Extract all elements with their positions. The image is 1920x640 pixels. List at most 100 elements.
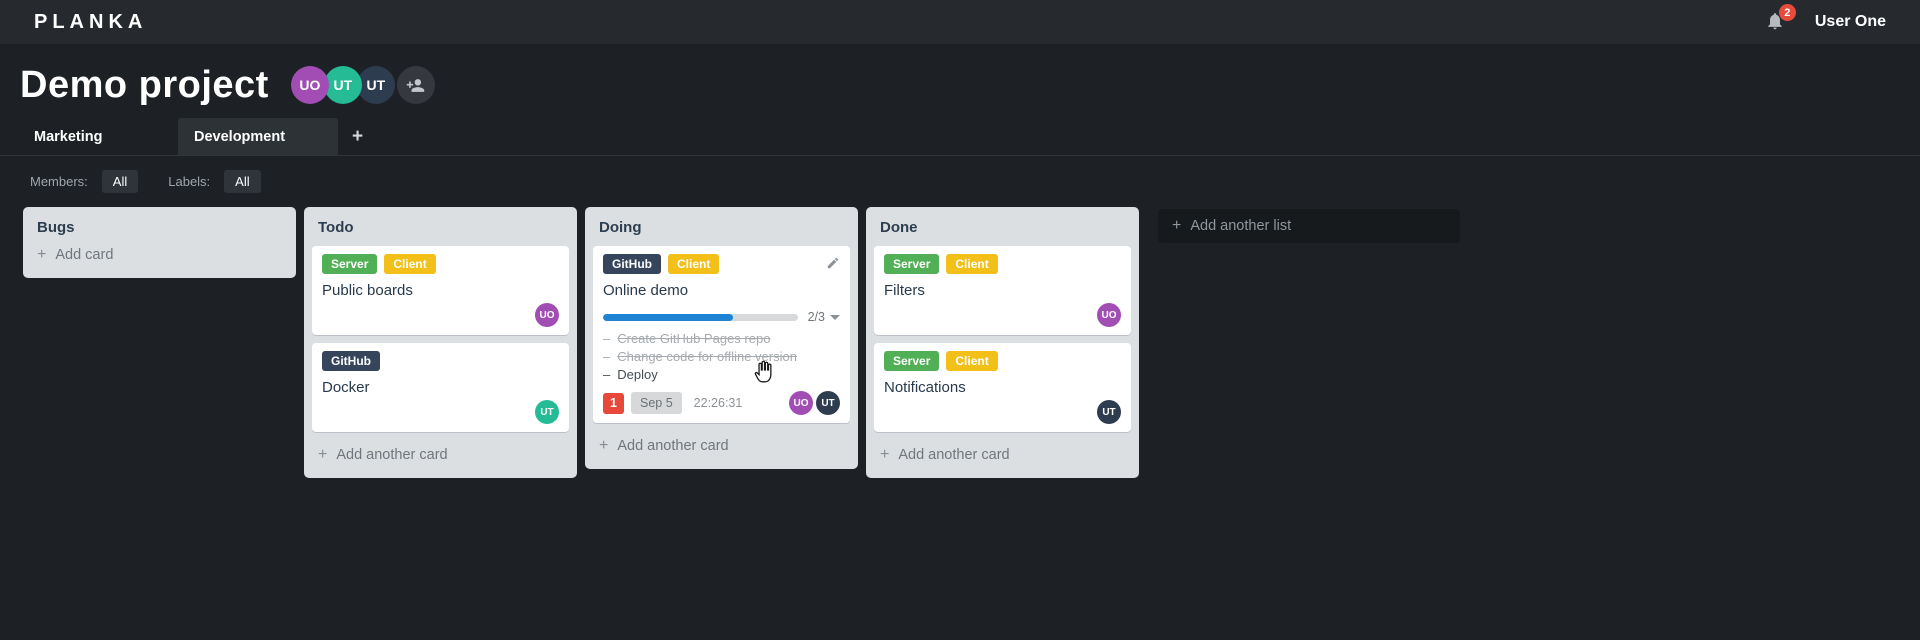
avatar[interactable]: UT: [356, 66, 395, 104]
board-lists: Bugs + Add card Todo Server Client Public boar…: [23, 207, 1147, 478]
labels-filter-value[interactable]: All: [224, 170, 261, 193]
task-text: Change code for offline version: [617, 349, 797, 364]
card-footer: 1 Sep 5 22:26:31 UO UT: [603, 391, 840, 415]
labels-filter: Labels: All: [168, 170, 261, 193]
user-menu[interactable]: User One: [1814, 13, 1886, 30]
avatar[interactable]: UO: [789, 391, 813, 415]
card-title: Online demo: [603, 282, 689, 299]
app-logo[interactable]: PLANKA: [34, 10, 148, 33]
list: Bugs + Add card: [23, 207, 296, 278]
list: Todo Server Client Public boards UO GitHub Doc…: [304, 207, 577, 478]
avatar[interactable]: UO: [535, 303, 559, 327]
add-member-button[interactable]: [396, 66, 435, 104]
avatar[interactable]: UT: [535, 400, 559, 424]
card-label[interactable]: GitHub: [322, 351, 380, 371]
add-board-button[interactable]: +: [352, 125, 364, 147]
task-progress: 2/3: [603, 310, 840, 324]
add-card-button[interactable]: + Add card: [23, 240, 296, 274]
add-card-button[interactable]: + Add another card: [304, 440, 577, 474]
topbar-right: 2 User One: [1765, 4, 1886, 33]
card-label[interactable]: GitHub: [603, 254, 661, 274]
task-item[interactable]: – Change code for offline version: [603, 349, 840, 364]
progress-count[interactable]: 2/3: [808, 310, 840, 324]
card-title: Docker: [322, 379, 370, 396]
add-card-label: Add card: [55, 247, 114, 263]
card-label[interactable]: Server: [884, 254, 940, 274]
card-labels: Server Client: [322, 254, 559, 279]
members-filter-value[interactable]: All: [101, 170, 139, 193]
card-labels: GitHub: [322, 351, 559, 376]
project-members: UO UT UT: [290, 66, 435, 104]
avatar[interactable]: UT: [816, 391, 840, 415]
members-filter-label: Members:: [30, 174, 88, 189]
add-card-button[interactable]: + Add another card: [866, 440, 1139, 474]
avatar[interactable]: UT: [1097, 400, 1121, 424]
avatar[interactable]: UO: [290, 66, 329, 104]
plus-icon: +: [599, 437, 609, 454]
card[interactable]: Server Client Public boards UO: [312, 246, 569, 335]
tab-marketing[interactable]: Marketing: [34, 128, 103, 145]
card-badges: 1 Sep 5 22:26:31: [603, 392, 742, 414]
task-item[interactable]: – Deploy: [603, 367, 840, 382]
progress-bar-fill: [603, 313, 733, 321]
bell-icon: [1768, 13, 1782, 30]
card-title: Notifications: [884, 379, 966, 396]
list-title[interactable]: Done: [880, 219, 918, 236]
card-label[interactable]: Client: [946, 351, 998, 371]
members-filter: Members: All: [30, 170, 139, 193]
add-list-label: Add another list: [1190, 218, 1292, 234]
person-plus-icon: [407, 78, 425, 92]
card-labels: Server Client: [884, 254, 1121, 279]
project-header: Demo project UO UT UT: [0, 44, 1920, 118]
plus-icon: +: [318, 446, 328, 463]
list: Done Server Client Filters UO Server Client Not…: [866, 207, 1139, 478]
board-tabs: Marketing Development +: [0, 118, 1920, 156]
card[interactable]: GitHub Client Online demo 2/3– Create GitHub…: [593, 246, 850, 423]
due-date-badge[interactable]: Sep 5: [631, 392, 682, 414]
add-card-label: Add another card: [336, 447, 448, 463]
card-footer: UT: [322, 400, 559, 424]
plus-icon: +: [880, 446, 890, 463]
chevron-down-icon: [830, 314, 840, 320]
list-title[interactable]: Bugs: [37, 219, 75, 236]
card-members: UO UT: [786, 391, 840, 415]
card-footer: UO: [322, 303, 559, 327]
top-bar: PLANKA 2 User One: [0, 0, 1920, 44]
task-dash: –: [603, 331, 611, 346]
card-label[interactable]: Server: [322, 254, 378, 274]
card-title: Public boards: [322, 282, 413, 299]
card-footer: UT: [884, 400, 1121, 424]
card[interactable]: Server Client Filters UO: [874, 246, 1131, 335]
hand-cursor-icon: [754, 360, 772, 383]
card[interactable]: Server Client Notifications UT: [874, 343, 1131, 432]
task-text: Create GitHub Pages repo: [617, 331, 771, 346]
card-label[interactable]: Client: [946, 254, 998, 274]
card-label[interactable]: Server: [884, 351, 940, 371]
avatar[interactable]: UT: [323, 66, 362, 104]
list-title[interactable]: Doing: [599, 219, 642, 236]
card-label[interactable]: Client: [384, 254, 436, 274]
labels-filter-label: Labels:: [168, 174, 211, 189]
task-list: – Create GitHub Pages repo – Change code fo…: [603, 328, 840, 385]
progress-bar: [603, 313, 798, 321]
avatar[interactable]: UO: [1097, 303, 1121, 327]
add-card-button[interactable]: + Add another card: [585, 431, 858, 465]
task-dash: –: [603, 367, 611, 382]
tab-development[interactable]: Development: [178, 118, 338, 155]
edit-card-icon[interactable]: [826, 256, 840, 275]
card-notification-badge: 1: [603, 392, 624, 414]
card-label[interactable]: Client: [668, 254, 720, 274]
project-title[interactable]: Demo project: [20, 63, 269, 106]
list: Doing GitHub Client Online demo 2/3– Create G…: [585, 207, 858, 469]
add-list-button[interactable]: + Add another list: [1158, 209, 1460, 243]
board: Bugs + Add card Todo Server Client Public boar…: [0, 205, 1920, 478]
card-members: UO: [532, 303, 559, 327]
notifications-button[interactable]: 2: [1765, 4, 1796, 33]
card[interactable]: GitHub Docker UT: [312, 343, 569, 432]
notification-count-badge: 2: [1778, 4, 1796, 21]
task-item[interactable]: – Create GitHub Pages repo: [603, 331, 840, 346]
plus-icon: +: [37, 246, 47, 263]
timer-badge[interactable]: 22:26:31: [693, 396, 743, 410]
list-title[interactable]: Todo: [318, 219, 354, 236]
task-dash: –: [603, 349, 611, 364]
